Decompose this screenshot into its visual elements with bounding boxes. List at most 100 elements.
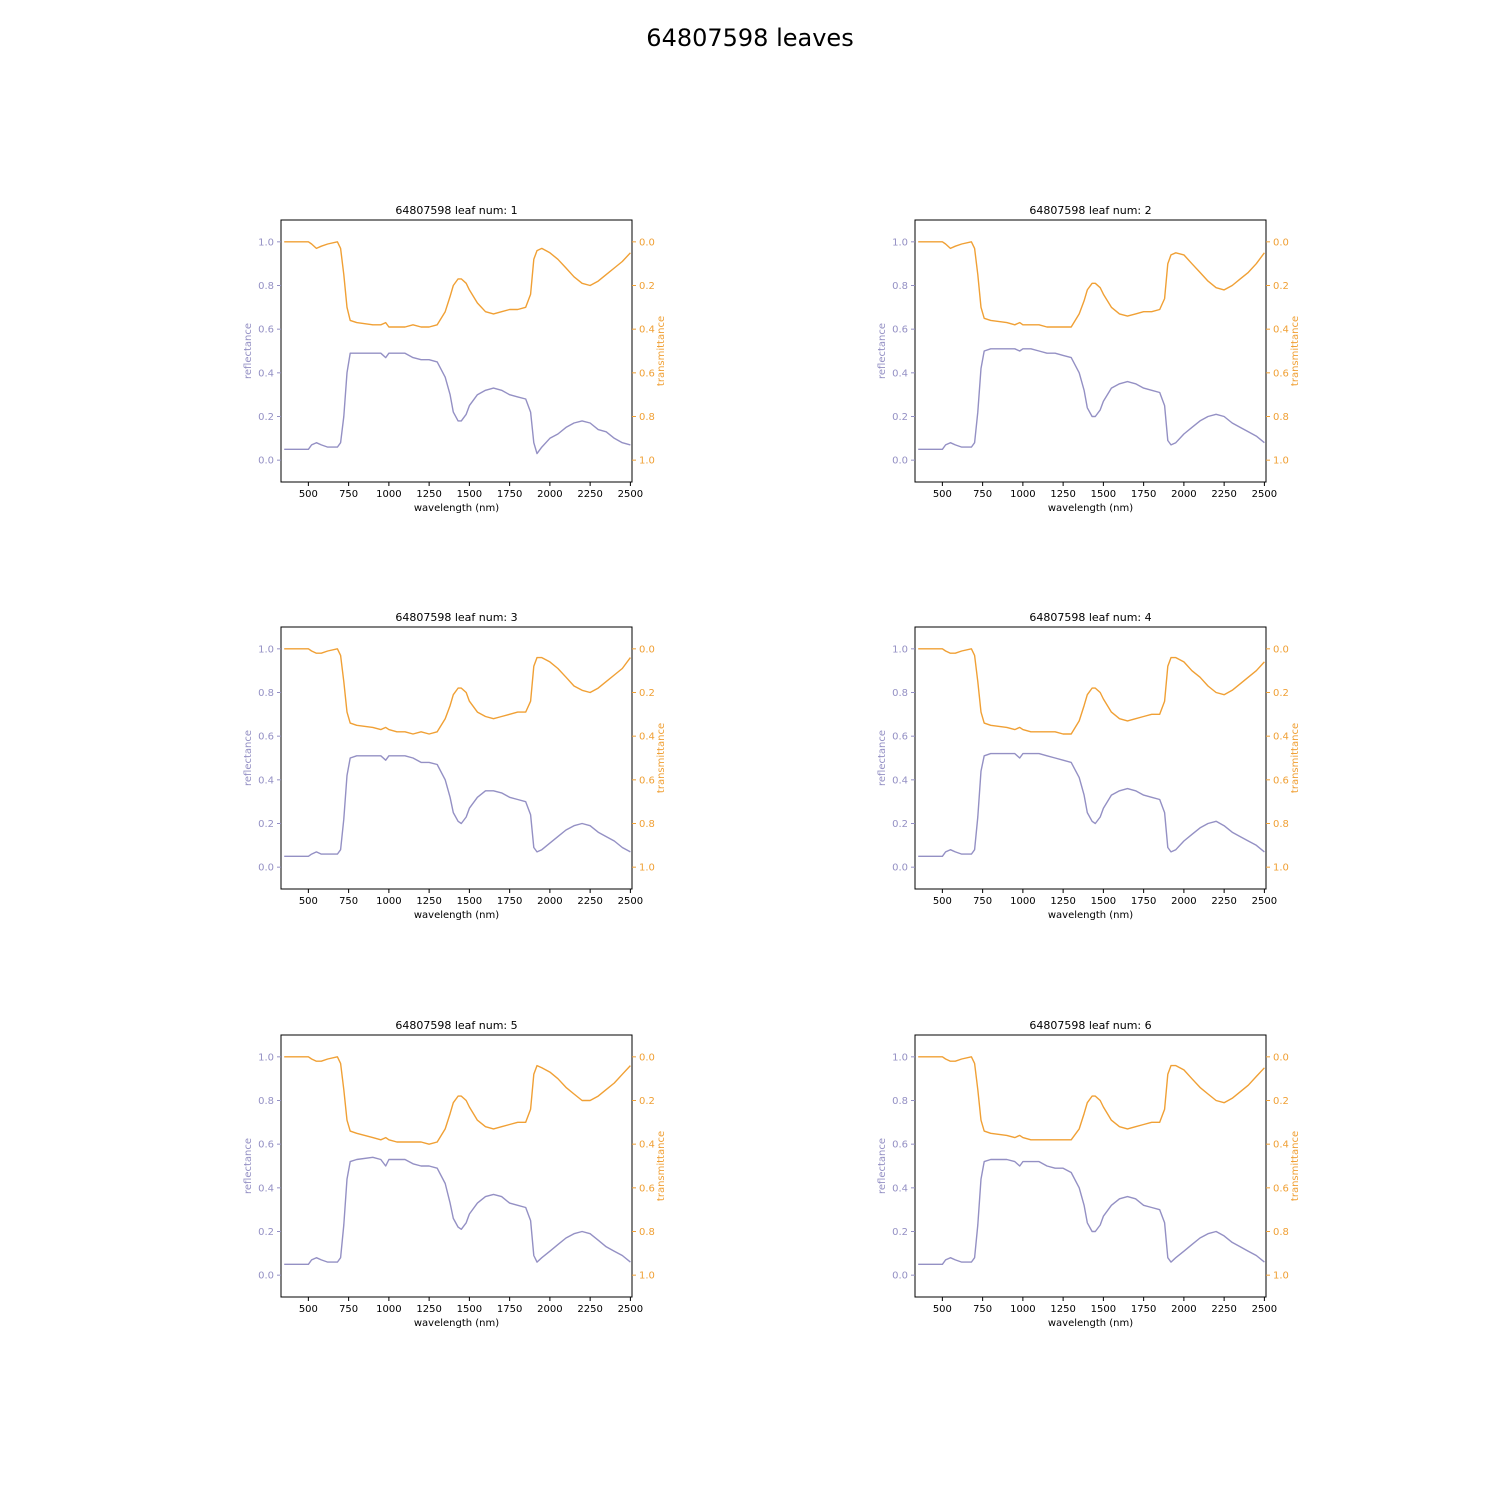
x-axis-label: wavelength (nm) — [1048, 1318, 1133, 1329]
y-left-tick-label: 0.8 — [892, 281, 908, 292]
y-left-tick-label: 0.0 — [258, 456, 274, 467]
y-left-tick-label: 0.2 — [258, 1227, 274, 1238]
y-right-tick-label: 0.8 — [1273, 412, 1289, 423]
y-right-tick-label: 0.2 — [639, 688, 655, 699]
y-left-tick-label: 0.8 — [258, 1096, 274, 1107]
y-right-tick-label: 0.2 — [1273, 688, 1289, 699]
y-right-axis-label: transmittance — [656, 723, 667, 793]
x-tick-label: 500 — [299, 896, 318, 907]
x-axis-label: wavelength (nm) — [414, 503, 499, 514]
chart-title: 64807598 leaf num: 6 — [1029, 1019, 1151, 1032]
y-right-tick-label: 0.0 — [639, 1052, 655, 1063]
y-left-tick-label: 0.8 — [258, 281, 274, 292]
x-tick-label: 2500 — [1252, 1304, 1277, 1315]
y-left-tick-label: 0.4 — [258, 775, 274, 786]
y-left-axis-label: reflectance — [243, 1138, 254, 1194]
series-line-transmittance — [918, 241, 1265, 328]
y-right-tick-label: 0.4 — [639, 325, 655, 336]
chart-title: 64807598 leaf num: 2 — [1029, 204, 1151, 217]
y-left-tick-label: 0.6 — [892, 732, 908, 743]
y-left-tick-label: 0.8 — [892, 1096, 908, 1107]
y-right-tick-label: 0.4 — [639, 1140, 655, 1151]
x-tick-label: 2250 — [577, 1304, 602, 1315]
x-tick-label: 2000 — [1171, 489, 1196, 500]
series-line-transmittance — [918, 1056, 1265, 1141]
x-tick-label: 1750 — [497, 896, 522, 907]
plot-frame — [280, 1034, 633, 1298]
y-left-tick-label: 0.0 — [258, 1271, 274, 1282]
series-line-transmittance — [284, 241, 631, 328]
y-left-tick-label: 1.0 — [892, 1052, 908, 1063]
y-right-axis-label: transmittance — [1290, 723, 1301, 793]
y-left-tick-label: 1.0 — [892, 644, 908, 655]
y-right-axis-label: transmittance — [1290, 1131, 1301, 1201]
y-right-tick-label: 0.6 — [1273, 775, 1289, 786]
x-tick-label: 2000 — [537, 896, 562, 907]
y-left-tick-label: 0.8 — [892, 688, 908, 699]
y-left-tick-label: 0.2 — [892, 412, 908, 423]
x-tick-label: 750 — [973, 1304, 992, 1315]
x-tick-label: 2500 — [618, 896, 643, 907]
y-right-axis-label: transmittance — [1290, 316, 1301, 386]
y-left-tick-label: 0.0 — [892, 863, 908, 874]
y-right-tick-label: 1.0 — [1273, 863, 1289, 874]
x-tick-label: 2250 — [577, 896, 602, 907]
x-tick-label: 750 — [339, 896, 358, 907]
chart-title: 64807598 leaf num: 1 — [395, 204, 517, 217]
y-left-tick-label: 1.0 — [258, 1052, 274, 1063]
x-tick-label: 500 — [933, 1304, 952, 1315]
y-left-tick-label: 0.4 — [892, 1183, 908, 1194]
y-left-tick-label: 0.4 — [892, 368, 908, 379]
x-tick-label: 1750 — [1131, 489, 1156, 500]
chart-panel-2: 64807598 leaf num: 2 500 750 1000 1250 1500 17… — [877, 204, 1301, 514]
series-line-reflectance — [284, 352, 631, 455]
x-axis-label: wavelength (nm) — [414, 910, 499, 921]
x-tick-label: 1500 — [1091, 489, 1116, 500]
y-left-tick-label: 0.6 — [258, 732, 274, 743]
chart-title: 64807598 leaf num: 3 — [395, 611, 517, 624]
y-right-tick-label: 1.0 — [1273, 456, 1289, 467]
y-left-tick-label: 0.8 — [258, 688, 274, 699]
x-tick-label: 1500 — [1091, 896, 1116, 907]
x-tick-label: 1500 — [457, 1304, 482, 1315]
x-tick-label: 1250 — [1050, 1304, 1075, 1315]
x-tick-label: 2500 — [1252, 489, 1277, 500]
y-left-tick-label: 0.6 — [258, 1140, 274, 1151]
y-right-tick-label: 0.8 — [1273, 819, 1289, 830]
y-left-tick-label: 0.2 — [892, 819, 908, 830]
x-tick-label: 750 — [973, 489, 992, 500]
y-right-tick-label: 1.0 — [639, 456, 655, 467]
x-tick-label: 1250 — [1050, 489, 1075, 500]
y-right-tick-label: 0.8 — [639, 819, 655, 830]
chart-panel-1: 64807598 leaf num: 1 500 750 1000 1250 1500 17… — [243, 204, 667, 514]
y-right-tick-label: 0.6 — [1273, 368, 1289, 379]
y-left-tick-label: 0.6 — [258, 325, 274, 336]
y-right-tick-label: 0.4 — [1273, 732, 1289, 743]
x-tick-label: 1500 — [457, 489, 482, 500]
figure-title: 64807598 leaves — [646, 24, 854, 52]
y-right-tick-label: 0.0 — [639, 237, 655, 248]
y-left-tick-label: 0.4 — [258, 368, 274, 379]
y-left-tick-label: 0.2 — [258, 819, 274, 830]
series-line-reflectance — [918, 752, 1265, 857]
series-line-reflectance — [284, 755, 631, 857]
x-tick-label: 1000 — [376, 896, 401, 907]
y-left-tick-label: 1.0 — [258, 237, 274, 248]
x-tick-label: 2500 — [618, 1304, 643, 1315]
y-right-tick-label: 0.2 — [1273, 1096, 1289, 1107]
y-right-tick-label: 0.6 — [639, 1183, 655, 1194]
chart-panel-4: 64807598 leaf num: 4 500 750 1000 1250 1500 17… — [877, 611, 1301, 921]
y-left-tick-label: 1.0 — [892, 237, 908, 248]
y-right-tick-label: 0.2 — [639, 281, 655, 292]
series-line-transmittance — [918, 648, 1265, 735]
y-right-tick-label: 0.2 — [1273, 281, 1289, 292]
x-tick-label: 500 — [933, 896, 952, 907]
y-left-tick-label: 0.6 — [892, 1140, 908, 1151]
chart-panel-3: 64807598 leaf num: 3 500 750 1000 1250 1500 17… — [243, 611, 667, 921]
y-right-tick-label: 0.6 — [1273, 1183, 1289, 1194]
x-tick-label: 2250 — [577, 489, 602, 500]
y-left-tick-label: 0.0 — [258, 863, 274, 874]
y-left-axis-label: reflectance — [877, 1138, 888, 1194]
x-tick-label: 1750 — [1131, 896, 1156, 907]
y-right-tick-label: 0.8 — [639, 412, 655, 423]
